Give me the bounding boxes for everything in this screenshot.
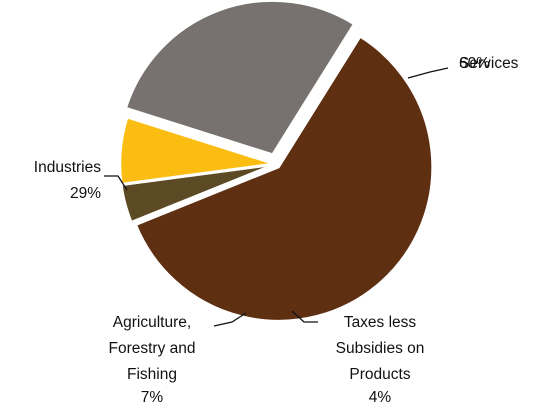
slice-labels: Services60% Taxes less Subsidies on Product… [34, 55, 519, 405]
slice-label: Services60% [459, 55, 519, 72]
pie-slice-agriculture-forestry-and-fishing [118, 116, 276, 186]
slice-label: Agriculture, Forestry and Fishing 7% [108, 314, 195, 405]
slice-value-label: 7% [141, 389, 164, 405]
slice-value-label: 29% [70, 185, 101, 202]
leader-line [407, 67, 449, 79]
slice-name-label: Subsidies on [336, 340, 425, 357]
slice-name-label: Taxes less [344, 314, 417, 331]
leader-line [213, 312, 247, 327]
slice-label: Taxes less Subsidies on Products 4% [336, 314, 425, 405]
slice-name-label: Services [459, 55, 519, 72]
pie-slice-services [134, 35, 434, 323]
slice-label: Industries 29% [34, 159, 101, 202]
slice-name-label: Forestry and [108, 340, 195, 357]
pie-slice-industries [124, 0, 356, 156]
slice-name-label: Industries [34, 159, 101, 176]
slice-value-label: 60% [459, 55, 490, 72]
slice-name-label: Agriculture, [113, 314, 191, 331]
pie-slices [118, 0, 434, 323]
leader-line [104, 175, 128, 191]
slice-name-label: Products [349, 366, 410, 383]
leader-lines [104, 67, 449, 327]
leader-line [291, 310, 318, 323]
slice-name-label: Fishing [127, 366, 177, 383]
slice-value-label: 4% [369, 389, 392, 405]
